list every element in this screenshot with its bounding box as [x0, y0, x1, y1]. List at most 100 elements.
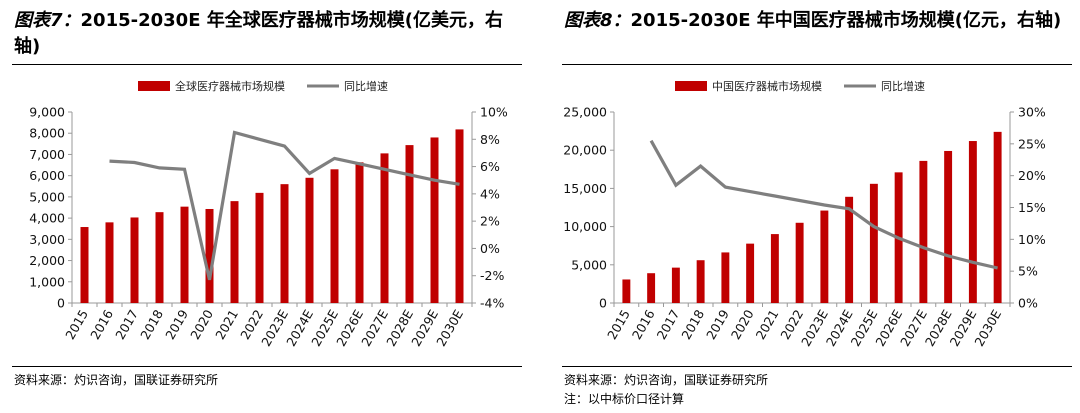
growth-rate-line	[109, 130, 460, 281]
y-right-tick-label: -4%	[480, 296, 504, 311]
bottom-rule	[12, 366, 522, 367]
x-tick-label: 2017	[112, 307, 141, 342]
bottom-rule	[562, 366, 1072, 367]
y-left-tick-label: 1,000	[29, 274, 65, 289]
bar-2016	[105, 222, 114, 303]
bar-2019	[180, 206, 189, 303]
x-tick-label: 2016	[629, 307, 658, 342]
y-right-tick-label: 4%	[480, 186, 500, 201]
chart-title: 图表7：2015-2030E 年全球医疗器械市场规模(亿美元，右轴)	[14, 8, 519, 60]
bar-2019	[721, 252, 730, 303]
y-right-tick-label: 0%	[1018, 296, 1038, 311]
x-tick-label: 2020	[728, 307, 757, 342]
y-left-tick-label: 8,000	[29, 126, 65, 141]
y-right-tick-label: 10%	[1018, 232, 1046, 247]
chart-title: 图表8：2015-2030E 年中国医疗器械市场规模(亿元，右轴)	[564, 8, 1069, 34]
legend-label-line: 同比增速	[344, 79, 388, 93]
y-left-tick-label: 25,000	[563, 105, 607, 120]
y-right-tick-label: 20%	[1018, 168, 1046, 183]
bar-2027E	[919, 160, 928, 303]
bar-2028E	[405, 145, 414, 303]
y-left-tick-label: 2,000	[29, 253, 65, 268]
legend-label-bar: 全球医疗器械市场规模	[175, 79, 285, 93]
x-tick-label: 2020	[187, 307, 216, 342]
legend-label-line: 同比增速	[881, 79, 925, 93]
y-right-tick-label: 5%	[1018, 264, 1038, 279]
y-right-tick-label: 10%	[480, 105, 508, 120]
bar-2027E	[380, 153, 389, 303]
y-right-tick-label: 0%	[480, 241, 500, 256]
y-left-tick-label: 0	[599, 296, 607, 311]
source-note: 资料来源：灼识咨询，国联证券研究所	[14, 373, 219, 387]
bar-2023E	[280, 184, 289, 303]
figure-title: 2015-2030E 年中国医疗器械市场规模(亿元，右轴)	[630, 10, 1062, 31]
chart-panel-global: 图表7：2015-2030E 年全球医疗器械市场规模(亿美元，右轴) 全球医疗器…	[0, 0, 530, 413]
bar-2022	[795, 222, 804, 303]
y-left-tick-label: 7,000	[29, 147, 65, 162]
china-market-chart: 中国医疗器械市场规模 同比增速 0 5,000 10,000 15,000 20,000 25…	[563, 79, 1046, 349]
bar-2029E	[968, 141, 977, 303]
chart-panel-china: 图表8：2015-2030E 年中国医疗器械市场规模(亿元，右轴) 中国医疗器械…	[550, 0, 1080, 413]
x-tick-label: 2021	[753, 307, 782, 342]
figure-title: 2015-2030E 年全球医疗器械市场规模(亿美元，右轴)	[14, 10, 503, 57]
y-right-tick-label: 6%	[480, 159, 500, 174]
bar-2020	[746, 243, 755, 303]
bar-2025E	[330, 169, 339, 303]
x-tick-label: 2019	[162, 307, 191, 342]
y-right-tick-label: 2%	[480, 214, 500, 229]
y-right-tick-label: 30%	[1018, 105, 1046, 120]
y-right-tick-label: 25%	[1018, 136, 1046, 151]
y-left-tick-label: 5,000	[29, 189, 65, 204]
bar-2022	[255, 192, 264, 303]
legend-swatch-bar	[138, 81, 170, 91]
bar-2018	[155, 212, 164, 303]
bar-2026E	[355, 162, 364, 303]
x-tick-label: 2016	[87, 307, 116, 342]
global-market-chart: 全球医疗器械市场规模 同比增速 0 1,000 2,000 3,000 4,000 5,000…	[29, 79, 508, 349]
bar-2015	[622, 279, 631, 303]
y-left-tick-label: 3,000	[29, 232, 65, 247]
x-tick-label: 2018	[678, 307, 707, 342]
y-left-tick-label: 15,000	[563, 181, 607, 196]
bar-2021	[230, 201, 239, 303]
legend-swatch-bar	[675, 81, 707, 91]
x-tick-label: 2018	[137, 307, 166, 342]
top-rule	[562, 64, 1072, 65]
bar-2016	[647, 273, 656, 303]
bar-2028E	[944, 150, 953, 303]
top-rule	[12, 64, 522, 65]
bar-2029E	[430, 137, 439, 303]
y-left-tick-label: 20,000	[563, 143, 607, 158]
x-tick-label: 2021	[212, 307, 241, 342]
bar-2023E	[820, 210, 829, 303]
y-right-tick-label: 8%	[480, 132, 500, 147]
bar-2017	[671, 267, 680, 303]
source-note: 资料来源：灼识咨询，国联证券研究所	[564, 373, 769, 387]
bar-2024E	[305, 177, 314, 303]
bar-2030E	[455, 129, 464, 303]
bar-2025E	[869, 183, 878, 303]
figure-number: 图表7：	[14, 10, 81, 31]
y-right-tick-label: -2%	[480, 268, 504, 283]
x-tick-label: 2017	[654, 307, 683, 342]
bar-2020	[205, 208, 214, 303]
y-left-tick-label: 9,000	[29, 105, 65, 120]
x-tick-label: 2015	[604, 307, 633, 342]
bar-2021	[770, 234, 779, 303]
y-left-tick-label: 6,000	[29, 168, 65, 183]
x-tick-label: 2015	[62, 307, 91, 342]
bar-2015	[80, 227, 89, 303]
bar-2017	[130, 217, 139, 303]
y-left-tick-label: 0	[57, 296, 65, 311]
growth-rate-line	[649, 139, 998, 270]
y-left-tick-label: 4,000	[29, 211, 65, 226]
y-right-tick-label: 15%	[1018, 200, 1046, 215]
bar-2024E	[845, 196, 854, 303]
legend-label-bar: 中国医疗器械市场规模	[712, 79, 822, 93]
figure-number: 图表8：	[564, 10, 631, 31]
y-left-tick-label: 5,000	[571, 257, 607, 272]
x-tick-label: 2019	[703, 307, 732, 342]
bar-2018	[696, 260, 705, 303]
bar-2030E	[993, 131, 1002, 303]
footnote: 注：以中标价口径计算	[564, 392, 685, 406]
